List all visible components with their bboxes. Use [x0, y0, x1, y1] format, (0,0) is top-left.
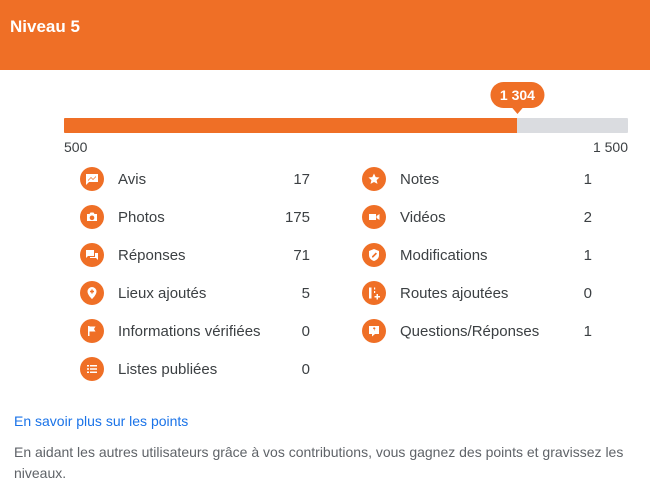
stat-value: 0: [301, 361, 310, 378]
review-icon: [80, 167, 104, 191]
stat-value: 5: [301, 285, 310, 302]
road-add-icon: [362, 281, 386, 305]
list-icon: [80, 357, 104, 381]
stat-label: Informations vérifiées: [118, 323, 261, 340]
stat-value: 1: [583, 171, 592, 188]
current-points-badge: 1 304: [490, 82, 544, 114]
stat-value: 0: [583, 285, 592, 302]
stat-value: 1: [583, 323, 592, 340]
stat-label: Avis: [118, 171, 147, 188]
stat-label: Listes publiées: [118, 361, 218, 378]
stat-label: Lieux ajoutés: [118, 285, 207, 302]
stat-value: 2: [583, 209, 592, 226]
points-progress: 1 304 500 1 500: [64, 82, 628, 162]
level-title: Niveau 5: [10, 17, 80, 36]
stat-label: Routes ajoutées: [400, 285, 509, 302]
stat-label: Modifications: [400, 247, 488, 264]
stat-label: Questions/Réponses: [400, 323, 540, 340]
stat-label: Photos: [118, 209, 165, 226]
points-description: En aidant les autres utilisateurs grâce …: [14, 444, 624, 481]
camera-icon: [80, 205, 104, 229]
progress-fill: [64, 118, 518, 133]
learn-more-points-link[interactable]: En savoir plus sur les points: [14, 413, 189, 429]
stat-value: 0: [301, 323, 310, 340]
progress-min-label: 500: [64, 139, 88, 155]
stat-value: 17: [293, 171, 310, 188]
edit-shield-icon: [362, 243, 386, 267]
star-icon: [362, 167, 386, 191]
flag-icon: [80, 319, 104, 343]
stat-label: Réponses: [118, 247, 186, 264]
stat-label: Vidéos: [400, 209, 446, 226]
progress-max-label: 1 500: [592, 139, 628, 155]
stat-value: 1: [583, 247, 592, 264]
stat-value: 175: [284, 209, 310, 226]
level-header: Niveau 5: [0, 0, 650, 70]
stat-label: Notes: [400, 171, 440, 188]
qa-icon: [362, 319, 386, 343]
video-icon: [362, 205, 386, 229]
answers-icon: [80, 243, 104, 267]
progress-track: [64, 118, 628, 133]
place-add-icon: [80, 281, 104, 305]
stat-value: 71: [293, 247, 310, 264]
